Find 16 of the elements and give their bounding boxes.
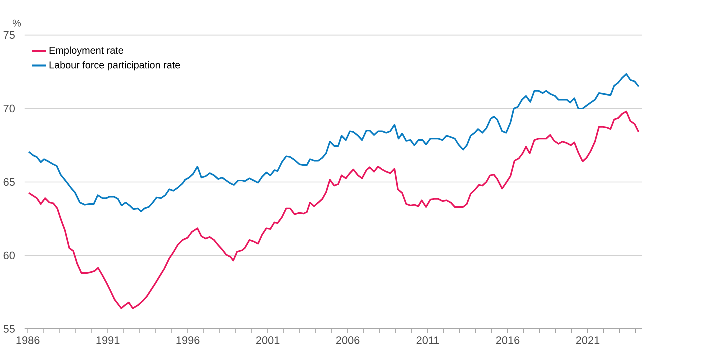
- y-tick-label: 65: [4, 178, 15, 186]
- x-tick-label: 2006: [336, 336, 360, 344]
- y-axis-title: %: [12, 20, 22, 27]
- y-tick-label: 75: [4, 32, 15, 40]
- x-tick-label: 1996: [176, 336, 200, 344]
- y-tick-label: 70: [4, 104, 15, 113]
- y-tick-label: 60: [4, 252, 15, 260]
- x-tick-label: 2016: [496, 336, 520, 344]
- y-tick-label: 55: [4, 325, 15, 333]
- x-tick-label: 2011: [416, 336, 440, 344]
- x-tick-label: 2001: [256, 336, 280, 344]
- x-tick-label: 2021: [576, 336, 600, 344]
- legend-label: Employment rate: [50, 46, 124, 56]
- x-tick-label: 1991: [96, 336, 120, 344]
- legend-label: Labour force participation rate: [50, 61, 180, 71]
- x-tick-label: 1986: [16, 336, 40, 344]
